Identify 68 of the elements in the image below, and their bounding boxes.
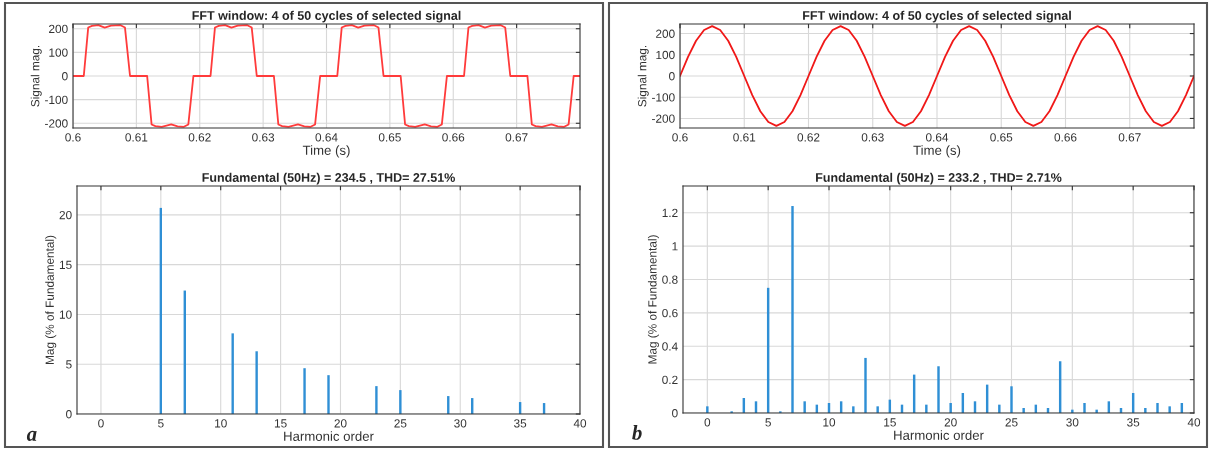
x-tick-label: 20 bbox=[944, 418, 957, 427]
x-tick-label: 25 bbox=[1005, 418, 1018, 427]
chart-title: FFT window: 4 of 50 cycles of selected signal bbox=[192, 10, 461, 23]
y-tick-label: 10 bbox=[59, 310, 72, 319]
y-axis-title: Signal mag. bbox=[637, 45, 649, 107]
x-tick-label: 10 bbox=[215, 419, 227, 428]
x-tick-label: 0.63 bbox=[861, 133, 884, 142]
y-tick-label: 200 bbox=[49, 24, 68, 34]
y-axis-title: Mag (% of Fundamental) bbox=[45, 235, 57, 364]
x-tick-label: 15 bbox=[274, 419, 287, 428]
x-tick-label: 0.62 bbox=[188, 133, 211, 142]
y-tick-label: 15 bbox=[59, 260, 72, 270]
x-tick-label: 0 bbox=[704, 418, 711, 427]
y-tick-label: 5 bbox=[66, 360, 72, 369]
y-tick-label: 100 bbox=[49, 48, 68, 57]
y-tick-label: -200 bbox=[652, 114, 675, 123]
y-tick-label: 0 bbox=[669, 72, 675, 81]
y-tick-label: -200 bbox=[45, 119, 68, 128]
x-axis-title: Time (s) bbox=[913, 145, 961, 158]
x-tick-label: 0.65 bbox=[990, 133, 1013, 142]
y-tick-label: 100 bbox=[656, 50, 675, 60]
x-tick-label: 5 bbox=[158, 419, 164, 428]
x-tick-label: 20 bbox=[334, 419, 347, 428]
text: b bbox=[632, 425, 642, 440]
x-axis-title: Time (s) bbox=[302, 145, 350, 158]
x-tick-label: 0.66 bbox=[442, 133, 465, 142]
x-tick-label: 0.67 bbox=[505, 133, 528, 142]
y-tick-label: 0 bbox=[62, 72, 68, 81]
x-tick-label: 30 bbox=[1066, 418, 1079, 427]
x-tick-label: 0.64 bbox=[925, 133, 949, 142]
y-tick-label: 200 bbox=[656, 29, 675, 38]
x-tick-label: 0.64 bbox=[315, 133, 338, 142]
y-tick-label: 1.2 bbox=[662, 208, 678, 217]
x-tick-label: 0.61 bbox=[125, 133, 148, 142]
x-axis-title: Harmonic order bbox=[894, 430, 984, 440]
y-tick-label: 0.6 bbox=[662, 308, 678, 318]
x-axis-title: Harmonic order bbox=[284, 431, 374, 441]
x-tick-label: 25 bbox=[394, 419, 407, 428]
x-tick-label: 0.63 bbox=[252, 133, 275, 142]
x-tick-label: 0.65 bbox=[378, 133, 401, 142]
x-tick-label: 40 bbox=[1187, 418, 1201, 427]
x-tick-label: 15 bbox=[884, 418, 896, 427]
y-tick-label: 20 bbox=[59, 210, 72, 220]
y-axis-title: Mag (% of Fundamental) bbox=[647, 235, 659, 364]
y-tick-label: -100 bbox=[652, 93, 675, 102]
x-tick-label: 0.62 bbox=[797, 133, 820, 142]
x-tick-label: 35 bbox=[1127, 418, 1140, 427]
x-tick-label: 30 bbox=[454, 419, 467, 428]
y-tick-label: -100 bbox=[45, 95, 68, 105]
x-tick-label: 0.61 bbox=[733, 133, 756, 142]
x-tick-label: 0.66 bbox=[1054, 133, 1077, 142]
x-tick-label: 0.67 bbox=[1118, 133, 1141, 142]
y-tick-label: 0 bbox=[672, 409, 678, 418]
x-tick-label: 5 bbox=[765, 418, 771, 427]
y-tick-label: 1 bbox=[672, 242, 678, 251]
y-tick-label: 0.4 bbox=[662, 342, 678, 351]
x-tick-label: 0 bbox=[98, 419, 104, 428]
chart-title: FFT window: 4 of 50 cycles of selected signal bbox=[803, 10, 1071, 23]
y-tick-label: 0 bbox=[66, 410, 72, 419]
x-tick-label: 10 bbox=[823, 418, 836, 427]
y-tick-label: 0.8 bbox=[662, 275, 678, 284]
text: a bbox=[26, 430, 37, 441]
y-axis-title: Signal mag. bbox=[30, 45, 42, 107]
x-tick-label: 35 bbox=[514, 419, 527, 428]
chart-title: Fundamental (50Hz) = 233.2 , THD= 2.71% bbox=[816, 172, 1062, 185]
chart-title: Fundamental (50Hz) = 234.5 , THD= 27.51% bbox=[202, 172, 455, 185]
y-tick-label: 0.2 bbox=[662, 375, 678, 385]
x-tick-label: 40 bbox=[573, 419, 587, 428]
